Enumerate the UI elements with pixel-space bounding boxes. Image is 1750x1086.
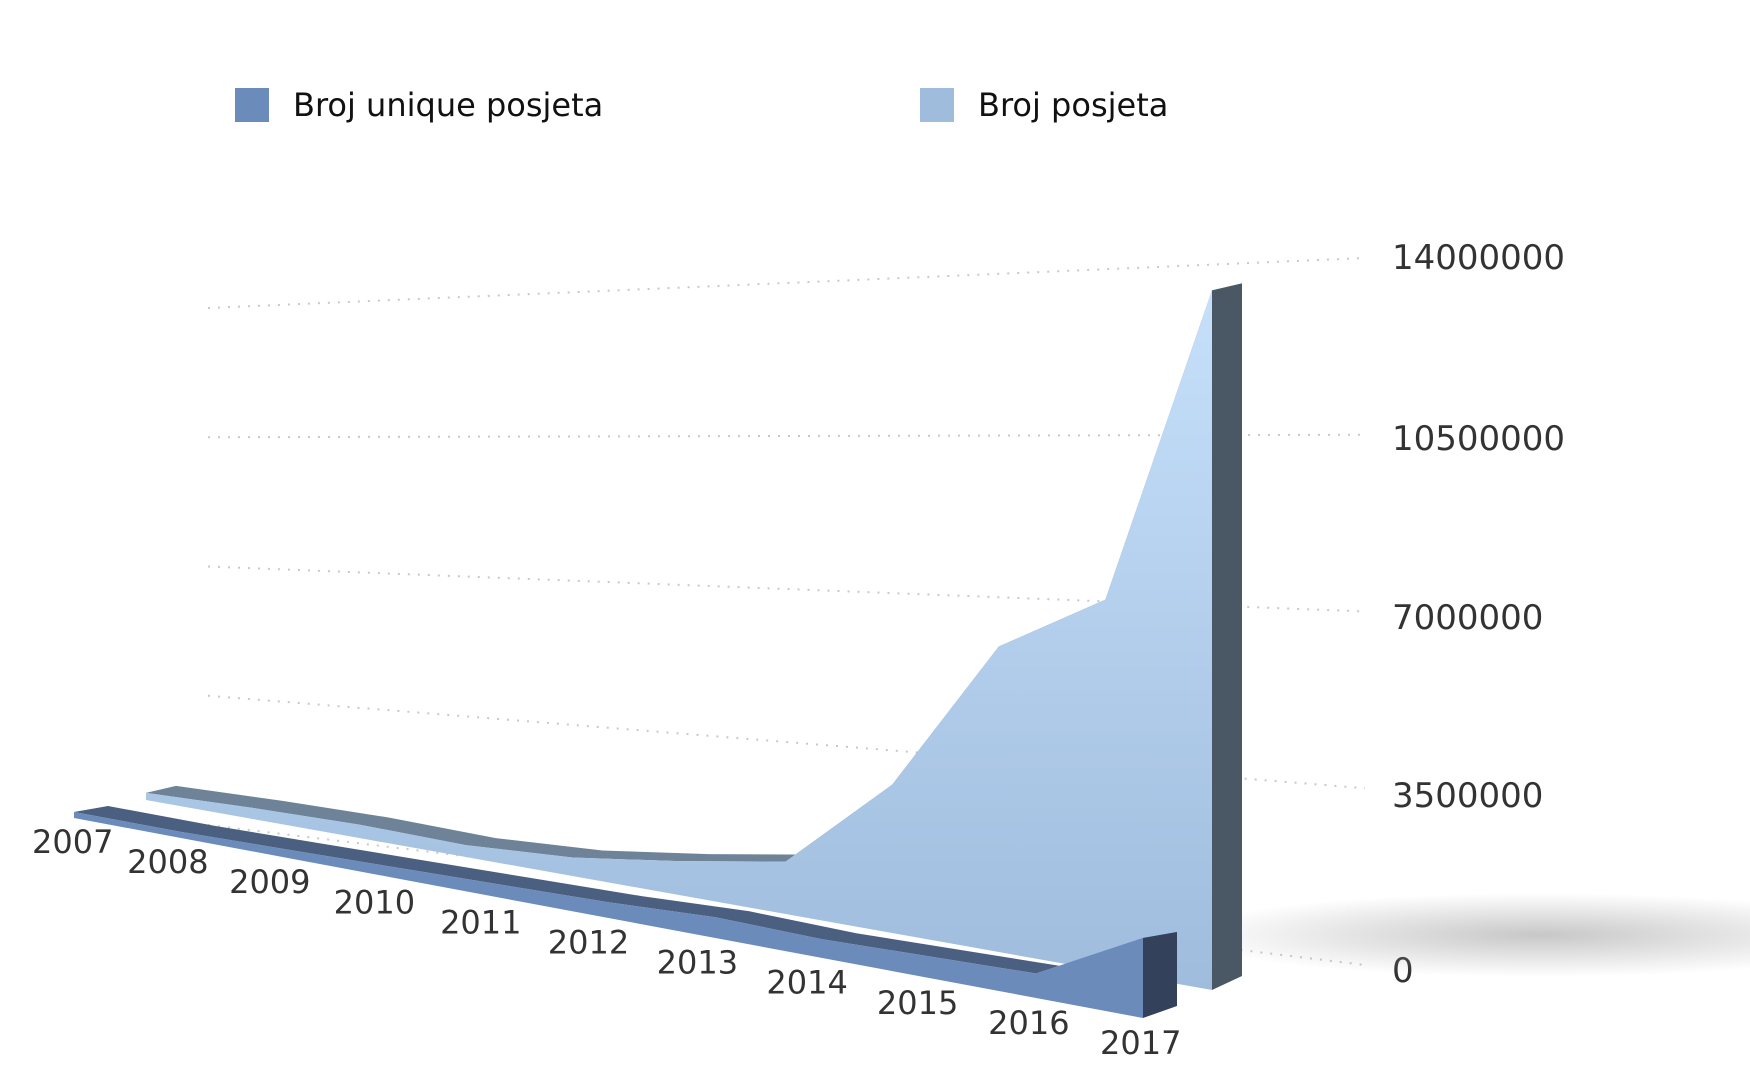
floor-shadow: [1180, 893, 1750, 977]
y-tick-label: 14000000: [1392, 238, 1565, 278]
x-tick-label: 2011: [440, 903, 521, 941]
x-tick-label: 2008: [127, 843, 208, 881]
y-tick-label: 10500000: [1392, 419, 1565, 459]
legend-item-unique: Broj unique posjeta: [235, 86, 603, 124]
legend-swatch-visits: [920, 88, 954, 122]
legend-label-visits: Broj posjeta: [978, 86, 1169, 124]
series-unique-side: [1143, 932, 1177, 1018]
legend-swatch-unique: [235, 88, 269, 122]
x-tick-label: 2009: [229, 863, 310, 901]
y-tick-label: 7000000: [1392, 598, 1543, 638]
x-tick-label: 2007: [32, 823, 113, 861]
x-tick-label: 2015: [877, 984, 958, 1022]
series-visits-side: [1212, 283, 1242, 991]
gridline: [207, 694, 1366, 790]
series-unique-top: [74, 806, 1177, 974]
legend-label-unique: Broj unique posjeta: [293, 86, 604, 124]
x-tick-label: 2012: [548, 924, 629, 962]
x-tick-label: 2010: [334, 883, 415, 921]
x-tick-label: 2017: [1100, 1024, 1181, 1062]
x-tick-label: 2016: [988, 1004, 1069, 1042]
y-tick-label: 3500000: [1392, 776, 1543, 816]
gridline: [207, 257, 1366, 309]
series-visits-area: [146, 290, 1212, 991]
x-tick-label: 2013: [657, 944, 738, 982]
series-unique-area: [74, 812, 1143, 1018]
legend: Broj unique posjeta Broj posjeta: [0, 86, 1750, 136]
legend-item-visits: Broj posjeta: [920, 86, 1168, 124]
x-tick-label: 2014: [766, 964, 847, 1002]
